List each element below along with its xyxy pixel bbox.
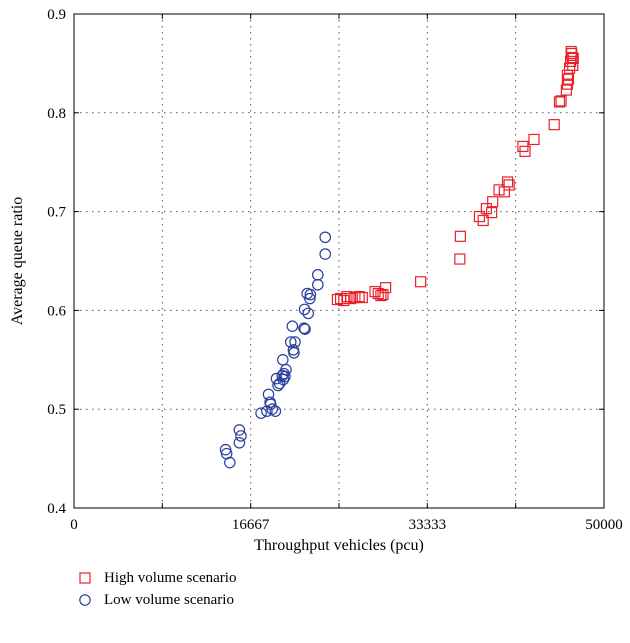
- data-point-square: [567, 52, 579, 65]
- ticks: [74, 13, 604, 509]
- data-point-square: [477, 214, 489, 227]
- y-tick-label: 0.4: [47, 501, 66, 517]
- data-point-square: [341, 290, 353, 303]
- data-point-square: [380, 282, 392, 294]
- data-point-circle: [304, 288, 317, 301]
- data-point-square: [553, 96, 566, 108]
- grid: [74, 14, 604, 508]
- y-tick-label: 0.7: [47, 205, 66, 221]
- tick-labels: 0 16667 33333 50000 0.4 0.5 0.6 0.7 0.8 0.9: [47, 7, 623, 533]
- data-point-circle: [284, 336, 297, 348]
- data-point-circle: [286, 320, 299, 333]
- data-point-square: [565, 45, 577, 58]
- data-point-square: [548, 119, 560, 131]
- data-point-square: [555, 95, 567, 107]
- x-axis-label: Throughput vehicles (pcu): [254, 537, 424, 554]
- data-point-circle: [319, 231, 332, 244]
- data-point-square: [567, 59, 579, 71]
- data-point-square: [415, 276, 427, 288]
- square-marker-icon: [79, 572, 91, 584]
- legend: High volume scenario Low volume scenario: [78, 567, 236, 611]
- legend-label-low-volume: Low volume scenario: [104, 591, 234, 608]
- y-tick-label: 0.5: [47, 402, 66, 418]
- data-point-circle: [311, 278, 324, 291]
- data-point-square: [566, 51, 578, 64]
- data-point-circle: [277, 353, 289, 366]
- x-tick-label: 33333: [409, 517, 447, 533]
- data-point-square: [356, 291, 368, 304]
- data-point-circle: [235, 430, 247, 442]
- circle-marker-icon: [79, 594, 91, 606]
- data-point-circle: [289, 336, 301, 348]
- data-point-square: [349, 291, 361, 304]
- data-point-square: [345, 292, 357, 305]
- data-point-square: [454, 230, 466, 242]
- data-point-square: [454, 253, 466, 265]
- data-point-circle: [304, 292, 316, 305]
- data-point-circle: [224, 456, 236, 469]
- data-point-circle: [255, 407, 267, 419]
- data-point-circle: [302, 307, 315, 320]
- data-point-square: [487, 196, 499, 208]
- data-point-circle: [233, 424, 246, 436]
- data-point-circle: [299, 323, 311, 335]
- y-axis-label: Average queue ratio: [9, 197, 26, 326]
- data-point-circle: [269, 405, 282, 417]
- data-point-circle: [298, 322, 310, 334]
- y-tick-label: 0.8: [47, 106, 66, 122]
- data-point-circle: [233, 436, 246, 449]
- data-point-square: [560, 84, 572, 96]
- x-tick-label: 0: [70, 517, 78, 533]
- data-point-circle: [279, 370, 291, 383]
- legend-item-low-volume: Low volume scenario: [78, 589, 236, 611]
- data-point-square: [338, 294, 350, 307]
- data-point-square: [486, 206, 498, 219]
- data-point-square: [528, 133, 540, 146]
- legend-item-high-volume: High volume scenario: [78, 567, 236, 589]
- data-point-circle: [319, 248, 332, 260]
- data-point-square: [501, 176, 514, 188]
- x-tick-label: 50000: [585, 517, 623, 533]
- data-point-square: [353, 290, 365, 303]
- data-point-square: [562, 73, 575, 85]
- data-point-circle: [298, 303, 311, 316]
- x-tick-label: 16667: [232, 517, 270, 533]
- data-point-square: [369, 286, 381, 298]
- data-point-circle: [266, 403, 279, 415]
- data-point-circle: [280, 363, 292, 376]
- legend-label-high-volume: High volume scenario: [104, 569, 237, 586]
- data-point-square: [473, 210, 486, 223]
- data-point-square: [503, 179, 515, 191]
- data-points: [219, 45, 579, 469]
- scatter-chart: 0 16667 33333 50000 0.4 0.5 0.6 0.7 0.8 0.9 Throu…: [9, 7, 623, 554]
- y-tick-label: 0.9: [47, 7, 66, 23]
- y-tick-label: 0.6: [47, 303, 66, 319]
- data-point-circle: [311, 269, 324, 281]
- data-point-square: [519, 145, 531, 157]
- data-point-square: [377, 288, 389, 301]
